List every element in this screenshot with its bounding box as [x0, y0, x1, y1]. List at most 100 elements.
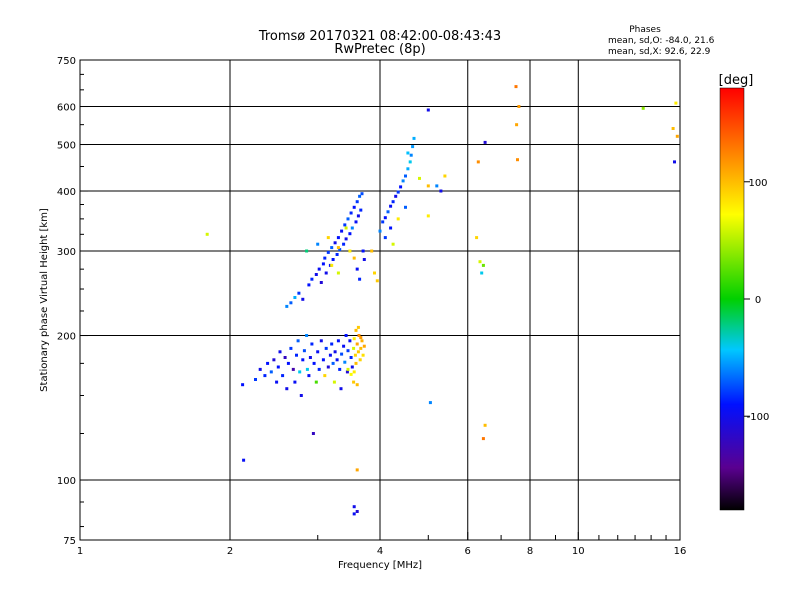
- echo-point: [406, 151, 410, 155]
- echo-point: [336, 236, 340, 240]
- echo-point: [362, 344, 366, 348]
- echo-point: [514, 85, 518, 89]
- y-tick-label: 100: [57, 476, 76, 487]
- echo-point: [352, 370, 356, 374]
- echo-point: [348, 339, 352, 343]
- echo-point: [346, 217, 350, 221]
- echo-point: [481, 437, 485, 441]
- echo-point: [426, 184, 430, 188]
- echo-point: [323, 374, 327, 378]
- echo-point: [391, 200, 395, 204]
- chart-subtitle: RwPretec (8p): [334, 42, 425, 57]
- echo-point: [293, 380, 297, 384]
- echo-point: [350, 226, 354, 230]
- echo-point: [326, 365, 330, 369]
- echo-point: [355, 383, 359, 387]
- y-axis-label: Stationary phase Virtual Height [km]: [39, 208, 50, 392]
- echo-point: [475, 236, 479, 240]
- echo-point: [293, 296, 297, 299]
- echo-point: [358, 277, 362, 281]
- echo-point: [411, 145, 415, 149]
- echo-point: [324, 271, 328, 275]
- echo-point: [352, 380, 356, 384]
- echo-point: [401, 179, 405, 183]
- echo-point: [324, 346, 328, 350]
- echo-point: [443, 174, 447, 178]
- x-tick-label: 10: [572, 546, 585, 557]
- echo-point: [286, 361, 290, 365]
- echo-point: [348, 232, 352, 236]
- echo-point: [408, 160, 412, 164]
- echo-point: [345, 370, 349, 374]
- echo-point: [404, 174, 407, 178]
- echo-point: [355, 510, 359, 513]
- phase-colorbar: [deg] 100 0 -100: [719, 73, 769, 511]
- y-tick-label: 600: [57, 103, 76, 114]
- echo-point: [344, 226, 348, 230]
- echo-point: [317, 367, 321, 371]
- echo-point: [338, 248, 342, 252]
- echo-point: [360, 339, 364, 343]
- echo-point: [275, 380, 279, 384]
- echo-point: [258, 367, 262, 371]
- echo-point: [317, 267, 321, 271]
- echo-point: [517, 105, 521, 108]
- echo-point: [335, 358, 339, 362]
- echo-point: [298, 370, 302, 374]
- echo-point: [361, 249, 365, 253]
- echo-point: [321, 358, 325, 362]
- echo-point: [314, 273, 318, 276]
- y-tick-label: 75: [63, 536, 76, 547]
- x-tick-label: 6: [465, 546, 471, 557]
- x-tick-label: 1: [77, 546, 83, 557]
- echo-point: [291, 367, 295, 371]
- echo-point: [439, 189, 443, 193]
- echo-point: [333, 350, 337, 354]
- echo-point: [412, 136, 416, 140]
- echo-point: [316, 242, 320, 246]
- echo-point: [330, 246, 334, 250]
- echo-point: [340, 229, 344, 233]
- echo-point: [349, 356, 353, 359]
- echo-point: [386, 210, 390, 214]
- echo-point: [435, 184, 439, 188]
- echo-point: [254, 378, 257, 381]
- echo-point: [396, 217, 400, 221]
- echo-point: [346, 367, 350, 371]
- echo-point: [307, 283, 311, 287]
- echo-point: [352, 205, 356, 209]
- echo-point: [323, 256, 327, 260]
- echo-point: [354, 220, 358, 224]
- echo-point: [394, 194, 398, 198]
- echo-point: [391, 242, 395, 246]
- echo-point: [314, 380, 318, 384]
- echo-point: [326, 236, 330, 240]
- echo-point: [355, 342, 359, 346]
- echo-point: [336, 339, 340, 343]
- echo-point: [516, 158, 519, 162]
- echo-point: [305, 367, 309, 371]
- echo-point: [241, 383, 245, 387]
- stats-x-mode: mean, sd,X: 92.6, 22.9: [608, 47, 711, 57]
- echo-point: [289, 346, 293, 350]
- y-tick-label: 750: [57, 56, 76, 67]
- echo-point: [378, 229, 382, 233]
- echo-point: [352, 337, 356, 341]
- echo-point: [383, 216, 387, 220]
- echo-point: [352, 505, 356, 509]
- colorbar-unit: [deg]: [719, 73, 754, 88]
- echo-point: [426, 108, 430, 112]
- echo-point: [339, 387, 343, 391]
- echo-point: [276, 365, 280, 369]
- x-tick-label: 2: [227, 546, 233, 557]
- echo-point: [331, 258, 335, 261]
- echo-point: [281, 374, 285, 378]
- echo-point: [283, 356, 287, 359]
- echo-point: [332, 380, 336, 384]
- echo-point: [242, 458, 246, 462]
- echo-point: [285, 304, 289, 308]
- echo-point: [272, 358, 276, 362]
- echo-point: [389, 226, 393, 230]
- echo-point: [476, 160, 480, 164]
